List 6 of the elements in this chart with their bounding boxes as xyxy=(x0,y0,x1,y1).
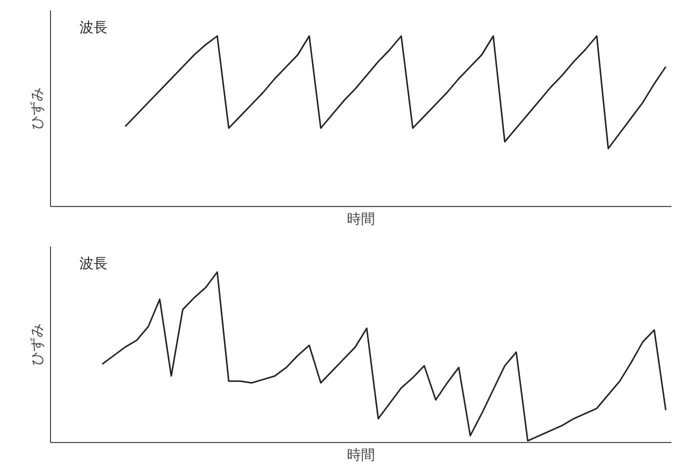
y-axis-title: ひずみ xyxy=(30,324,46,366)
x-axis-title: 時間 xyxy=(347,448,375,464)
annotation: 波長 xyxy=(79,20,108,36)
x-axis-title: 時間 xyxy=(347,212,375,228)
annotation: 波長 xyxy=(79,256,108,272)
y-axis-title: ひずみ xyxy=(30,88,46,130)
